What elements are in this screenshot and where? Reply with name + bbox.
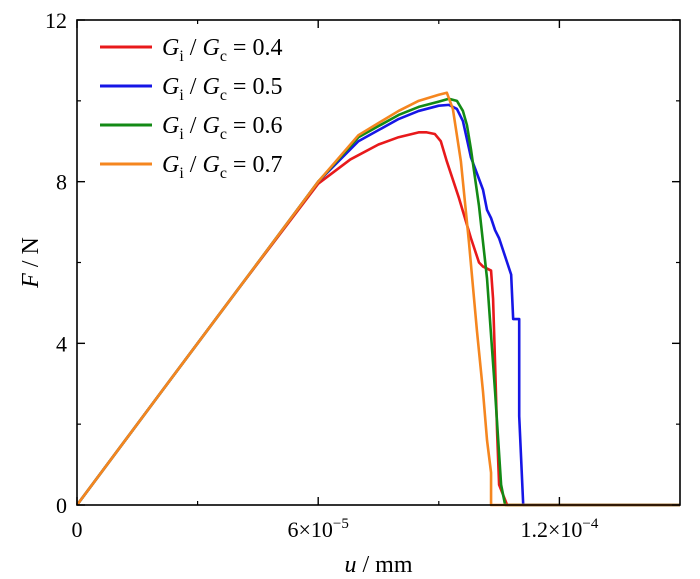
legend-label-4: Gi / Gc = 0.7 xyxy=(162,152,282,182)
y-tick-label-2: 8 xyxy=(56,170,67,195)
x-axis-title: u / mm xyxy=(344,552,412,578)
y-tick-label-1: 4 xyxy=(56,331,67,356)
legend: Gi / Gc = 0.4 Gi / Gc = 0.5 Gi / Gc = 0.6 G… xyxy=(100,35,282,182)
y-axis-unit: / N xyxy=(18,237,44,273)
legend-label-1: Gi / Gc = 0.4 xyxy=(162,35,282,65)
x-axis-unit: / mm xyxy=(356,552,412,578)
x-tick-label-1: 6×10−5 xyxy=(288,516,349,542)
ticks-layer: 0 6×10−5 1.2×10−4 0 4 8 12 xyxy=(45,8,680,542)
series-layer xyxy=(75,91,680,507)
y-axis-title: F / N xyxy=(18,237,44,289)
x-tick-label-2: 1.2×10−4 xyxy=(520,516,598,542)
y-tick-label-3: 12 xyxy=(45,8,67,33)
series-line-4 xyxy=(75,91,680,507)
legend-label-3: Gi / Gc = 0.6 xyxy=(162,113,282,143)
x-tick-label-0: 0 xyxy=(72,517,83,542)
x-axis-variable: u xyxy=(344,552,356,578)
y-axis-variable: F xyxy=(18,273,44,289)
y-tick-label-0: 0 xyxy=(56,493,67,518)
legend-label-2: Gi / Gc = 0.5 xyxy=(162,74,282,104)
series-line-2 xyxy=(75,103,680,507)
